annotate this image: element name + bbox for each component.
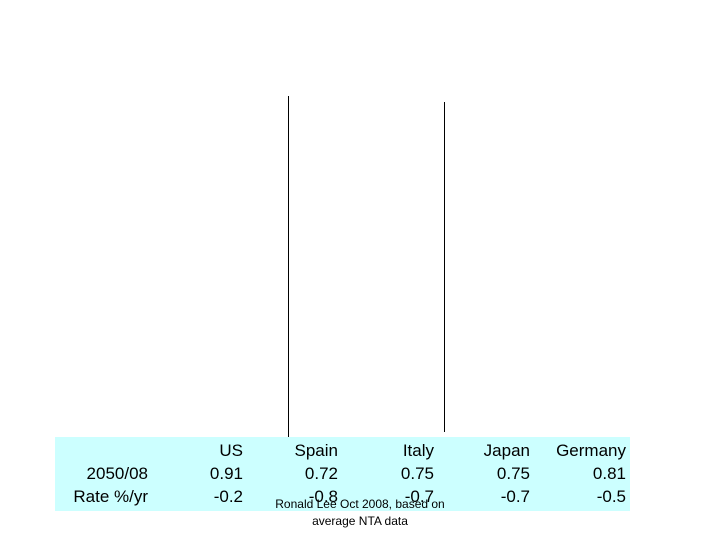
column-header: Spain	[294, 441, 338, 460]
table-cell: 0.72	[304, 464, 338, 483]
vertical-line	[444, 102, 445, 432]
row-label: 2050/08	[86, 464, 148, 483]
table-cell: -0.2	[213, 487, 243, 506]
table-cell: -0.7	[500, 487, 530, 506]
table-cell: 0.91	[209, 464, 243, 483]
table-cell: 0.81	[592, 464, 626, 483]
table-cell: -0.8	[308, 487, 338, 506]
column-header: Italy	[402, 441, 434, 460]
row-label: Rate %/yr	[73, 487, 148, 506]
column-header: Japan	[483, 441, 530, 460]
footnote: Ronald Lee Oct 2008, based on	[275, 497, 445, 511]
footnote: average NTA data	[312, 514, 408, 528]
table-cell: 0.75	[496, 464, 530, 483]
data-table: US Spain Italy Japan Germany 2050/08 0.91 0.72 0…	[55, 437, 630, 511]
table-cell: -0.7	[404, 487, 434, 506]
vertical-line	[288, 96, 289, 440]
table-cell: 0.75	[400, 464, 434, 483]
column-header: Germany	[556, 441, 626, 460]
column-header: US	[219, 441, 243, 460]
table-cell: -0.5	[596, 487, 626, 506]
